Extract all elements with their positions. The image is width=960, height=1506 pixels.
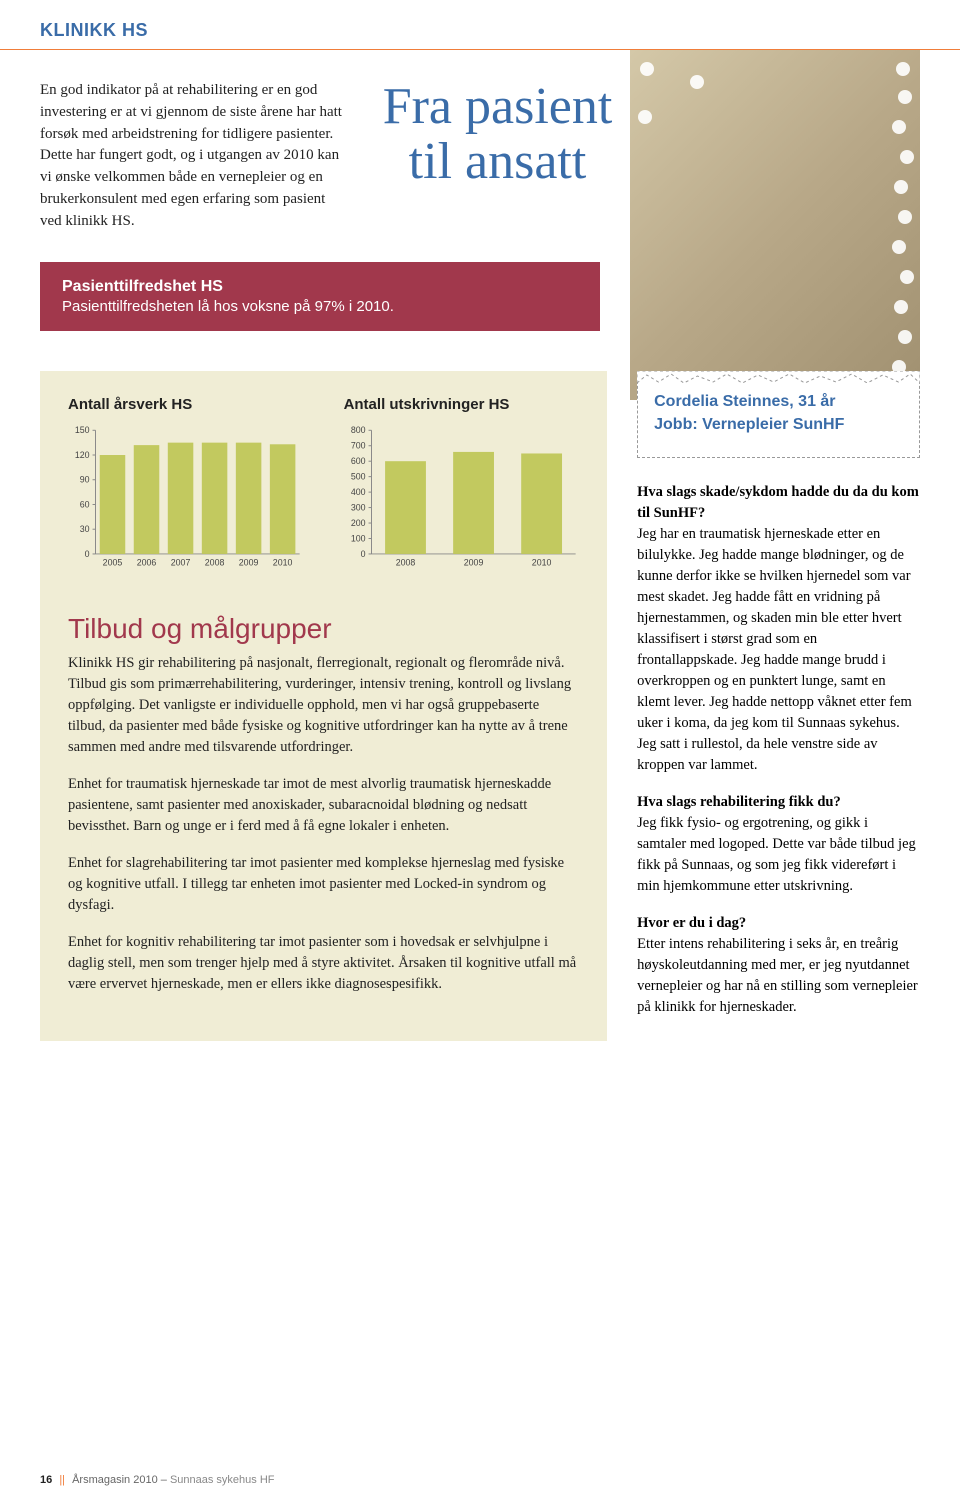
- profile-job: Jobb: Vernepleier SunHF: [654, 413, 903, 436]
- interview-qa: Hva slags skade/sykdom hadde du da du ko…: [637, 482, 920, 1018]
- svg-text:800: 800: [350, 425, 365, 435]
- profile-card: Cordelia Steinnes, 31 år Jobb: Verneplei…: [637, 371, 920, 457]
- a3: Etter intens rehabilitering i seks år, e…: [637, 936, 918, 1015]
- script-line-1: Fra pasient: [365, 80, 630, 135]
- profile-photo: [630, 50, 920, 400]
- tilbud-p3: Enhet for slagrehabilitering tar imot pa…: [68, 853, 579, 916]
- svg-text:2009: 2009: [463, 558, 483, 568]
- svg-text:100: 100: [350, 534, 365, 544]
- svg-text:90: 90: [80, 475, 90, 485]
- satisfaction-body: Pasienttilfredsheten lå hos voksne på 97…: [62, 298, 578, 315]
- top-section: En god indikator på at rehabilitering er…: [0, 50, 960, 232]
- q2: Hva slags rehabilitering fikk du?: [637, 794, 841, 810]
- chart2-svg: 0 100 200 300 400 500 600 700 800 2008 2009 2010: [344, 423, 580, 573]
- chart1-svg: 0 30 60 90 120 150 2005 2006 2007 2008 2009 2010: [68, 423, 304, 573]
- svg-text:600: 600: [350, 456, 365, 466]
- svg-text:150: 150: [75, 425, 90, 435]
- page-footer: 16 || Årsmagasin 2010 – Sunnaas sykehus …: [40, 1474, 275, 1486]
- svg-text:2010: 2010: [531, 558, 551, 568]
- charts-row: Antall årsverk HS 0 30 60 90 120 150 2005 2006 2…: [68, 396, 579, 578]
- chart-aarsverk: Antall årsverk HS 0 30 60 90 120 150 2005 2006 2…: [68, 396, 304, 578]
- photo-dot-overlay: [630, 50, 920, 400]
- svg-text:500: 500: [350, 472, 365, 482]
- page-number: 16: [40, 1474, 52, 1486]
- svg-text:2009: 2009: [239, 558, 259, 568]
- a2: Jeg fikk fysio- og ergotrening, og gikk …: [637, 815, 916, 894]
- script-line-2: til ansatt: [365, 135, 630, 190]
- footer-separator: ||: [59, 1474, 65, 1486]
- tilbud-body: Klinikk HS gir rehabilitering på nasjona…: [68, 653, 579, 995]
- page-header: KLINIKK HS: [0, 0, 960, 50]
- profile-name: Cordelia Steinnes, 31 år: [654, 390, 903, 413]
- tilbud-heading: Tilbud og målgrupper: [68, 613, 579, 645]
- svg-text:60: 60: [80, 500, 90, 510]
- svg-text:2007: 2007: [171, 558, 191, 568]
- middle-section: Antall årsverk HS 0 30 60 90 120 150 2005 2006 2…: [0, 371, 960, 1041]
- svg-text:2006: 2006: [137, 558, 157, 568]
- svg-text:200: 200: [350, 518, 365, 528]
- svg-text:30: 30: [80, 524, 90, 534]
- a1: Jeg har en traumatisk hjerneskade etter …: [637, 526, 912, 773]
- footer-org: Sunnaas sykehus HF: [170, 1474, 275, 1486]
- tilbud-p2: Enhet for traumatisk hjerneskade tar imo…: [68, 774, 579, 837]
- tilbud-p4: Enhet for kognitiv rehabilitering tar im…: [68, 932, 579, 995]
- left-column: Antall årsverk HS 0 30 60 90 120 150 2005 2006 2…: [40, 371, 607, 1041]
- q3: Hvor er du i dag?: [637, 915, 746, 931]
- right-column: Cordelia Steinnes, 31 år Jobb: Verneplei…: [637, 371, 920, 1041]
- svg-text:300: 300: [350, 503, 365, 513]
- chart1-title: Antall årsverk HS: [68, 396, 304, 413]
- section-title: KLINIKK HS: [40, 20, 920, 41]
- svg-text:2005: 2005: [103, 558, 123, 568]
- svg-text:400: 400: [350, 487, 365, 497]
- satisfaction-callout: Pasienttilfredshet HS Pasienttilfredshet…: [40, 262, 600, 331]
- chart-utskrivninger: Antall utskrivninger HS 0 100 200 300 400 500…: [344, 396, 580, 578]
- intro-paragraph: En god indikator på at rehabilitering er…: [40, 80, 345, 232]
- footer-magazine: Årsmagasin 2010 –: [72, 1474, 167, 1486]
- svg-text:0: 0: [360, 549, 365, 559]
- tilbud-p1: Klinikk HS gir rehabilitering på nasjona…: [68, 653, 579, 758]
- torn-edge-icon: [637, 371, 920, 383]
- svg-text:2008: 2008: [395, 558, 415, 568]
- svg-text:2008: 2008: [205, 558, 225, 568]
- svg-text:120: 120: [75, 450, 90, 460]
- q1: Hva slags skade/sykdom hadde du da du ko…: [637, 484, 919, 521]
- feature-script-title: Fra pasient til ansatt: [365, 80, 630, 232]
- svg-text:0: 0: [85, 549, 90, 559]
- chart2-title: Antall utskrivninger HS: [344, 396, 580, 413]
- svg-text:2010: 2010: [273, 558, 293, 568]
- satisfaction-heading: Pasienttilfredshet HS: [62, 278, 578, 296]
- svg-text:700: 700: [350, 441, 365, 451]
